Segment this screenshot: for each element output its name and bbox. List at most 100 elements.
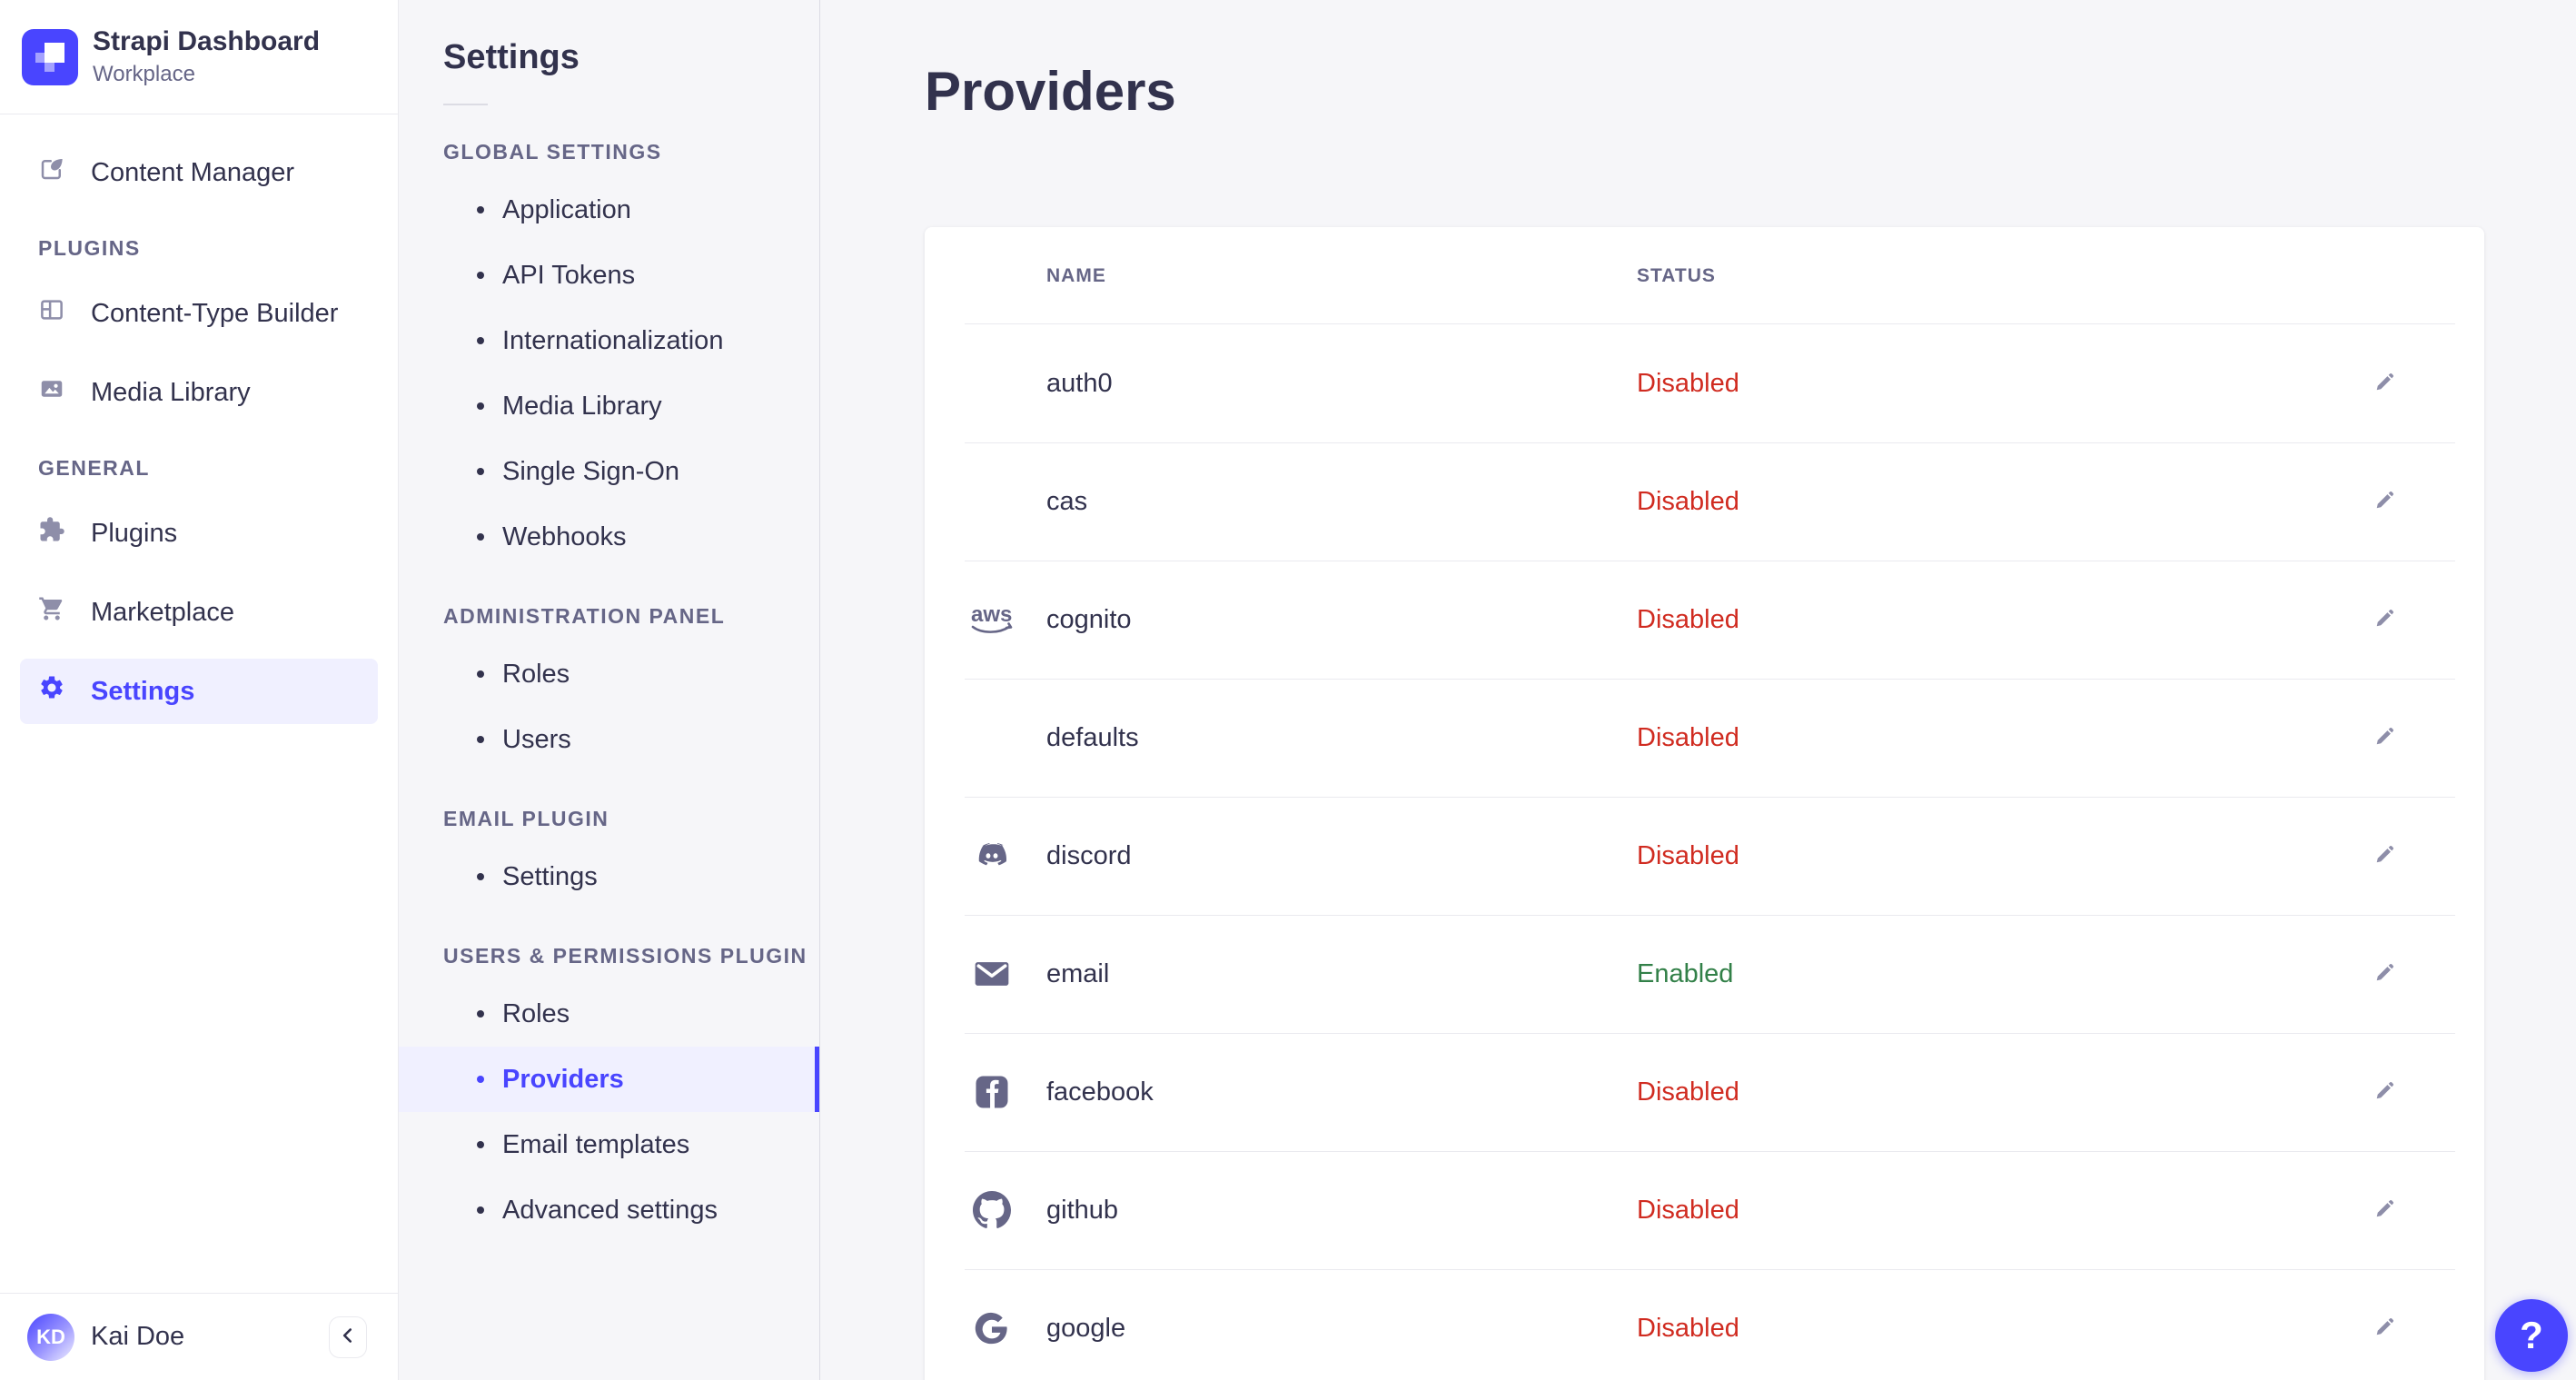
provider-row-auth0: auth0 Disabled [925,324,2484,442]
subnav-item-label: Media Library [502,391,662,421]
bullet-icon [477,1206,484,1214]
sidebar-item-label: Settings [91,676,195,706]
cart-icon [38,595,65,630]
subnav-item-webhooks[interactable]: Webhooks [399,504,819,570]
media-library-icon [38,375,65,410]
workspace-subtitle: Workplace [93,62,195,86]
avatar[interactable]: KD [27,1313,74,1361]
content-manager-icon [38,155,65,190]
workspace-title: Strapi Dashboard [93,26,321,56]
bullet-icon [477,468,484,475]
provider-status: Disabled [1637,840,1739,870]
sidebar-item-content-type-builder[interactable]: Content-Type Builder [20,281,378,346]
bullet-icon [477,337,484,344]
edit-provider-button[interactable] [2363,362,2406,405]
settings-subnav: Settings GLOBAL SETTINGS Application API T… [399,0,820,1380]
app-sidebar: Strapi Dashboard Workplace Content Manag… [0,0,399,1380]
help-button[interactable]: ? [2495,1299,2568,1372]
pencil-icon [2373,842,2397,869]
edit-provider-button[interactable] [2363,716,2406,759]
workspace-header[interactable]: Strapi Dashboard Workplace [0,0,398,114]
sidebar-item-marketplace[interactable]: Marketplace [20,580,378,645]
provider-row-cas: cas Disabled [925,442,2484,561]
user-area: KD Kai Doe [0,1293,398,1380]
subnav-item-application[interactable]: Application [399,177,819,243]
subnav-item-label: Providers [502,1064,624,1094]
pencil-icon [2373,370,2397,397]
provider-name: auth0 [1046,368,1113,398]
bullet-icon [477,402,484,410]
page-title: Providers [925,61,1176,122]
provider-status: Enabled [1637,958,1734,988]
edit-provider-button[interactable] [2363,1306,2406,1350]
bullet-icon [477,272,484,279]
subnav-item-settings[interactable]: Settings [399,844,819,909]
collapse-sidebar-button[interactable] [329,1315,367,1358]
sidebar-item-label: Content Manager [91,157,295,187]
subnav-item-advanced-settings[interactable]: Advanced settings [399,1177,819,1243]
strapi-logo-icon [22,28,78,85]
chevron-left-icon [336,1324,360,1350]
subnav-item-label: Advanced settings [502,1195,718,1225]
edit-provider-button[interactable] [2363,952,2406,996]
provider-status: Disabled [1637,722,1739,752]
bullet-icon [477,873,484,880]
edit-provider-button[interactable] [2363,1188,2406,1232]
subnav-item-roles[interactable]: Roles [399,641,819,707]
provider-name: cas [1046,486,1088,516]
provider-name: discord [1046,840,1132,870]
subnav-item-email-templates[interactable]: Email templates [399,1112,819,1177]
github-icon [963,1191,1021,1229]
sidebar-item-label: Marketplace [91,597,234,627]
subnav-item-label: Email templates [502,1129,690,1159]
bullet-icon [477,206,484,213]
provider-status: Disabled [1637,368,1739,398]
edit-provider-button[interactable] [2363,480,2406,523]
subnav-item-internationalization[interactable]: Internationalization [399,308,819,373]
gear-icon [38,674,65,709]
subnav-section-users-permissions-plugin: USERS & PERMISSIONS PLUGIN [443,943,807,968]
subnav-item-providers[interactable]: Providers [399,1047,819,1112]
table-header: NAME STATUS [925,227,2484,324]
pencil-icon [2373,960,2397,988]
edit-provider-button[interactable] [2363,834,2406,878]
subnav-item-api-tokens[interactable]: API Tokens [399,243,819,308]
subnav-item-users[interactable]: Users [399,707,819,772]
edit-provider-button[interactable] [2363,1070,2406,1114]
provider-status: Disabled [1637,604,1739,634]
subnav-item-label: Single Sign-On [502,456,680,486]
subnav-item-label: Internationalization [502,325,724,355]
subnav-section-administration-panel: ADMINISTRATION PANEL [443,603,726,628]
subnav-title: Settings [443,38,580,76]
subnav-divider [443,104,488,105]
sidebar-item-label: Plugins [91,518,178,548]
edit-provider-button[interactable] [2363,598,2406,641]
facebook-icon [963,1073,1021,1111]
sidebar-item-content-manager[interactable]: Content Manager [20,140,378,205]
envelope-icon [963,954,1021,994]
subnav-item-roles[interactable]: Roles [399,981,819,1047]
sidebar-item-settings[interactable]: Settings [20,659,378,724]
subnav-item-label: Roles [502,659,570,689]
provider-name: defaults [1046,722,1139,752]
subnav-item-single-sign-on[interactable]: Single Sign-On [399,439,819,504]
column-header-name: NAME [1046,264,1106,286]
question-mark-icon: ? [2520,1314,2543,1356]
bullet-icon [477,1076,484,1083]
subnav-item-label: Webhooks [502,521,627,551]
provider-status: Disabled [1637,486,1739,516]
pencil-icon [2373,1196,2397,1224]
provider-name: cognito [1046,604,1132,634]
subnav-item-label: API Tokens [502,260,636,290]
sidebar-item-media-library[interactable]: Media Library [20,360,378,425]
provider-name: facebook [1046,1077,1154,1107]
subnav-item-label: Roles [502,998,570,1028]
sidebar-item-plugins[interactable]: Plugins [20,501,378,566]
sidebar-item-label: Content-Type Builder [91,298,339,328]
bullet-icon [477,1010,484,1018]
column-header-status: STATUS [1637,264,1716,286]
subnav-item-media-library[interactable]: Media Library [399,373,819,439]
discord-icon [963,837,1021,875]
google-icon [963,1309,1021,1347]
sidebar-item-label: Media Library [91,377,251,407]
